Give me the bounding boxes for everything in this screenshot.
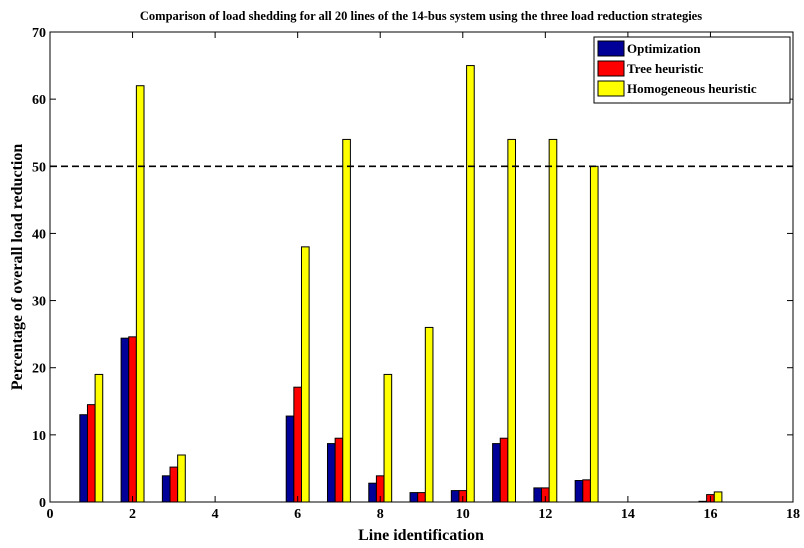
x-tick-label: 2 [129, 507, 136, 522]
bar-tree-heuristic-line-7 [334, 437, 344, 503]
x-tick-label: 8 [377, 507, 384, 522]
bar-optimization-line-1 [79, 414, 88, 503]
chart-title: Comparison of load shedding for all 20 l… [140, 9, 702, 23]
bar-homogeneous-heuristic-line-11 [507, 138, 517, 503]
bar-tree-heuristic-line-1 [86, 404, 96, 503]
bar-homogeneous-heuristic-line-7 [342, 138, 351, 503]
bar-tree-heuristic-line-11 [499, 437, 509, 503]
y-tick-label: 20 [32, 362, 46, 377]
bar-optimization-line-13 [574, 480, 584, 503]
bar-optimization-line-6 [285, 415, 295, 503]
x-tick-label: 4 [212, 507, 219, 522]
plot-area [50, 32, 793, 502]
bar-homogeneous-heuristic-line-1 [94, 373, 104, 503]
bar-homogeneous-heuristic-line-13 [589, 165, 599, 503]
bar-homogeneous-heuristic-line-6 [300, 246, 310, 503]
bar-homogeneous-heuristic-line-8 [383, 373, 393, 503]
x-tick-label: 18 [786, 507, 800, 522]
legend-swatch [597, 40, 625, 57]
bar-tree-heuristic-line-9 [417, 492, 426, 503]
legend-label: Optimization [627, 41, 701, 56]
bar-tree-heuristic-line-13 [582, 479, 591, 503]
bar-optimization-line-11 [492, 443, 501, 503]
bar-homogeneous-heuristic-line-3 [177, 454, 186, 503]
y-tick-label: 70 [32, 26, 46, 41]
y-tick-label: 10 [32, 429, 46, 444]
y-tick-label: 60 [32, 93, 46, 108]
legend-box [593, 36, 791, 104]
bar-optimization-line-10 [450, 490, 460, 503]
plot-frame [49, 31, 794, 503]
legend: Optimization Tree heuristic Homogeneous he… [593, 36, 791, 104]
y-axis: 0 10 20 30 40 50 60 70 [32, 26, 793, 511]
y-tick-label: 30 [32, 295, 46, 310]
y-tick-label: 50 [32, 160, 46, 175]
x-tick-label: 16 [703, 507, 717, 522]
x-axis-label: Line identification [358, 527, 484, 544]
x-tick-label: 14 [621, 507, 635, 522]
bar-homogeneous-heuristic-line-2 [135, 85, 145, 503]
bar-tree-heuristic-line-6 [293, 386, 302, 503]
bar-homogeneous-heuristic-line-12 [548, 138, 558, 503]
legend-label: Homogeneous heuristic [627, 81, 757, 96]
x-tick-label: 0 [47, 507, 54, 522]
x-tick-label: 12 [538, 507, 552, 522]
legend-swatch [597, 60, 625, 77]
bar-homogeneous-heuristic-line-10 [466, 65, 475, 503]
bar-optimization-line-12 [533, 487, 543, 503]
y-axis-label: Percentage of overall load reduction [9, 144, 26, 391]
bar-tree-heuristic-line-3 [169, 466, 179, 503]
legend-label: Tree heuristic [627, 61, 704, 76]
bar-optimization-line-2 [120, 337, 130, 503]
x-tick-label: 6 [294, 507, 301, 522]
bar-optimization-line-9 [409, 492, 419, 503]
bar-tree-heuristic-line-2 [128, 336, 137, 503]
x-tick-label: 10 [456, 507, 470, 522]
bar-optimization-line-3 [161, 475, 171, 503]
x-axis: 0 2 4 6 8 10 12 14 16 18 [47, 32, 800, 522]
bar-optimization-line-8 [368, 482, 377, 503]
bar-homogeneous-heuristic-line-9 [424, 326, 434, 503]
legend-swatch [597, 80, 625, 97]
bar-optimization-line-7 [326, 443, 336, 503]
y-tick-label: 40 [32, 227, 46, 242]
bar-homogeneous-heuristic-line-16 [713, 491, 723, 503]
y-tick-label: 0 [39, 496, 46, 511]
